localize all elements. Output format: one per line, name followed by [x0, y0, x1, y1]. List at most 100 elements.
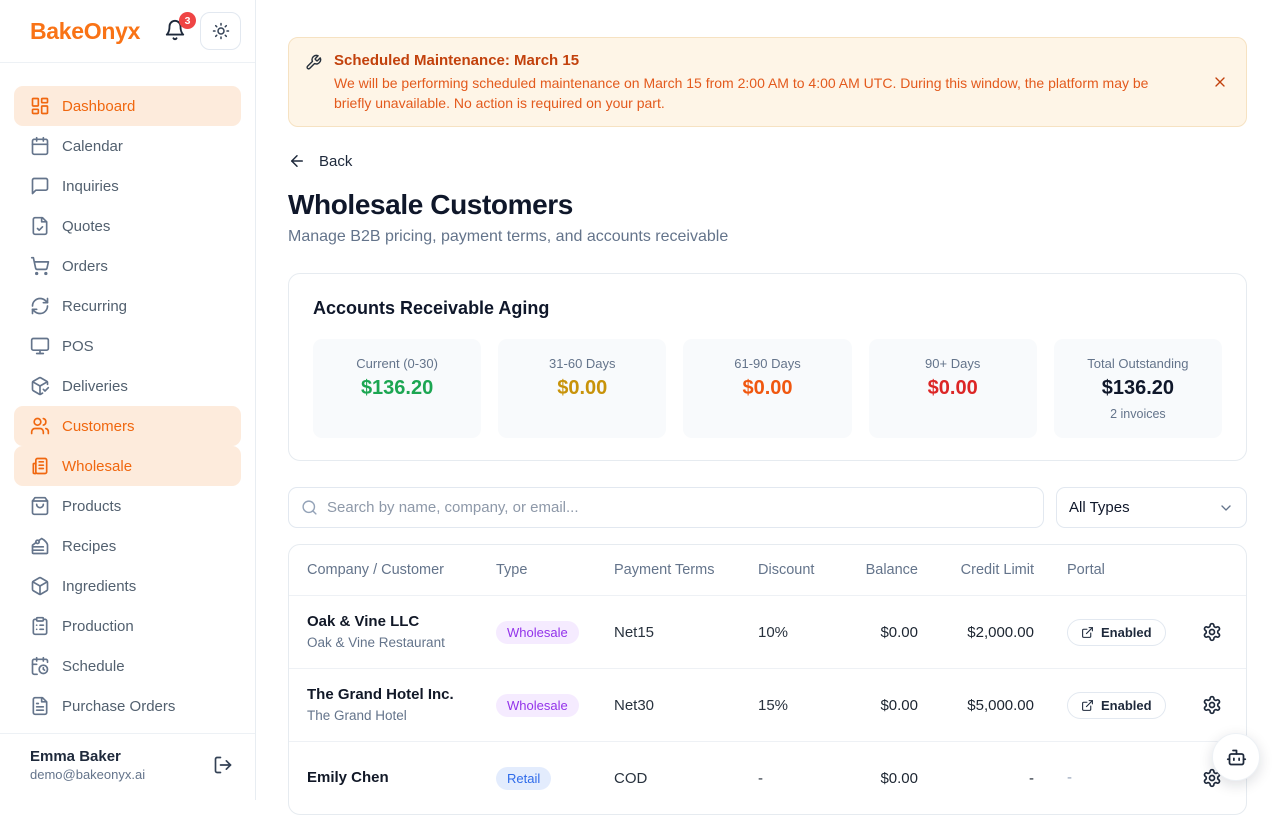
company-name: Emily Chen: [307, 768, 496, 788]
sidebar-item-schedule[interactable]: Schedule: [14, 646, 241, 686]
back-label: Back: [319, 153, 352, 170]
type-filter-select[interactable]: All Types: [1056, 487, 1247, 528]
col-type: Type: [496, 562, 614, 578]
portal-status: Enabled: [1101, 698, 1152, 713]
table-row[interactable]: Emily Chen Retail COD - $0.00 - -: [289, 741, 1246, 814]
sidebar-item-pos[interactable]: POS: [14, 326, 241, 366]
arrow-left-icon: [288, 152, 306, 170]
sidebar-nav: Dashboard Calendar Inquiries Quotes Orde…: [0, 63, 255, 733]
close-icon[interactable]: [1212, 74, 1228, 90]
sidebar-item-label: Production: [62, 618, 134, 635]
company-name: The Grand Hotel Inc.: [307, 685, 496, 705]
sidebar-item-ingredients[interactable]: Ingredients: [14, 566, 241, 606]
notifications-button[interactable]: 3: [164, 19, 188, 43]
back-button[interactable]: Back: [288, 152, 378, 170]
col-company: Company / Customer: [307, 562, 496, 578]
external-link-icon: [1081, 626, 1094, 639]
table-row[interactable]: Oak & Vine LLC Oak & Vine Restaurant Who…: [289, 595, 1246, 668]
sidebar-item-quotes[interactable]: Quotes: [14, 206, 241, 246]
aging-bucket-61-90: 61-90 Days $0.00: [683, 339, 851, 438]
col-portal: Portal: [1034, 562, 1182, 578]
page-title: Wholesale Customers: [288, 189, 1247, 221]
invoice-count: 2 invoices: [1062, 407, 1214, 421]
sidebar-item-inquiries[interactable]: Inquiries: [14, 166, 241, 206]
sidebar-item-orders[interactable]: Orders: [14, 246, 241, 286]
chevron-down-icon: [1218, 500, 1234, 516]
sidebar-item-customers[interactable]: Customers: [14, 406, 241, 446]
portal-status: Enabled: [1101, 625, 1152, 640]
refresh-icon: [30, 296, 50, 316]
table-header-row: Company / Customer Type Payment Terms Di…: [289, 545, 1246, 595]
search-input[interactable]: [327, 499, 1031, 516]
package-check-icon: [30, 376, 50, 396]
calendar-icon: [30, 136, 50, 156]
aging-value: $136.20: [1062, 377, 1214, 400]
aging-bucket-31-60: 31-60 Days $0.00: [498, 339, 666, 438]
search-box: [288, 487, 1044, 528]
col-payment-terms: Payment Terms: [614, 562, 758, 578]
sidebar-item-label: Orders: [62, 258, 108, 275]
sidebar-item-label: Products: [62, 498, 121, 515]
aging-card: Accounts Receivable Aging Current (0-30)…: [288, 273, 1247, 461]
maintenance-banner: Scheduled Maintenance: March 15 We will …: [288, 37, 1247, 127]
sidebar-item-products[interactable]: Products: [14, 486, 241, 526]
users-icon: [30, 416, 50, 436]
page-subtitle: Manage B2B pricing, payment terms, and a…: [288, 228, 1247, 246]
sidebar-item-production[interactable]: Production: [14, 606, 241, 646]
sidebar-item-label: POS: [62, 338, 94, 355]
company-contact: Oak & Vine Restaurant: [307, 633, 496, 653]
sidebar-item-recurring[interactable]: Recurring: [14, 286, 241, 326]
logout-icon[interactable]: [213, 755, 233, 775]
sidebar-item-label: Ingredients: [62, 578, 136, 595]
sidebar-item-label: Recurring: [62, 298, 127, 315]
credit-limit: -: [918, 770, 1034, 787]
settings-gear-icon[interactable]: [1202, 622, 1222, 642]
aging-title: Accounts Receivable Aging: [313, 298, 1222, 319]
customers-table: Company / Customer Type Payment Terms Di…: [288, 544, 1247, 815]
sidebar-item-label: Wholesale: [62, 458, 132, 475]
payment-terms: Net30: [614, 697, 758, 714]
sidebar-item-purchase-orders[interactable]: Purchase Orders: [14, 686, 241, 726]
table-row[interactable]: The Grand Hotel Inc. The Grand Hotel Who…: [289, 668, 1246, 741]
sidebar: BakeOnyx 3 Dashboard Calendar: [0, 0, 256, 800]
portal-link[interactable]: Enabled: [1067, 619, 1166, 646]
banner-title: Scheduled Maintenance: March 15: [334, 51, 1184, 71]
aging-bucket-total: Total Outstanding $136.20 2 invoices: [1054, 339, 1222, 438]
sidebar-item-calendar[interactable]: Calendar: [14, 126, 241, 166]
sidebar-item-label: Deliveries: [62, 378, 128, 395]
payment-terms: Net15: [614, 624, 758, 641]
sidebar-item-label: Calendar: [62, 138, 123, 155]
shopping-bag-icon: [30, 496, 50, 516]
portal-link[interactable]: Enabled: [1067, 692, 1166, 719]
sidebar-item-label: Schedule: [62, 658, 125, 675]
clipboard-icon: [30, 616, 50, 636]
balance: $0.00: [862, 624, 918, 641]
theme-toggle-button[interactable]: [200, 12, 241, 50]
settings-gear-icon[interactable]: [1202, 695, 1222, 715]
sidebar-item-dashboard[interactable]: Dashboard: [14, 86, 241, 126]
sidebar-item-label: Quotes: [62, 218, 110, 235]
dashboard-icon: [30, 96, 50, 116]
user-name: Emma Baker: [30, 748, 145, 765]
credit-limit: $2,000.00: [918, 624, 1034, 641]
col-balance: Balance: [862, 562, 918, 578]
sidebar-item-recipes[interactable]: Recipes: [14, 526, 241, 566]
message-icon: [30, 176, 50, 196]
chatbot-fab-button[interactable]: [1212, 733, 1260, 781]
company-contact: The Grand Hotel: [307, 706, 496, 726]
sidebar-item-wholesale[interactable]: Wholesale: [14, 446, 241, 486]
banner-body: We will be performing scheduled maintena…: [334, 73, 1184, 113]
sidebar-item-label: Dashboard: [62, 98, 135, 115]
col-credit-limit: Credit Limit: [918, 562, 1034, 578]
building-icon: [30, 456, 50, 476]
discount: 10%: [758, 624, 862, 641]
cake-slice-icon: [30, 536, 50, 556]
sidebar-header: BakeOnyx 3: [0, 0, 255, 63]
portal-status: -: [1067, 769, 1072, 786]
user-email: demo@bakeonyx.ai: [30, 767, 145, 782]
package-icon: [30, 576, 50, 596]
type-badge: Wholesale: [496, 694, 579, 717]
robot-icon: [1226, 747, 1247, 768]
sidebar-item-label: Purchase Orders: [62, 698, 175, 715]
sidebar-item-deliveries[interactable]: Deliveries: [14, 366, 241, 406]
